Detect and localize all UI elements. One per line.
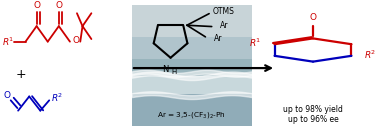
Text: O: O xyxy=(33,1,40,10)
Text: OTMS: OTMS xyxy=(213,6,235,16)
Bar xyxy=(132,76,252,94)
Text: O: O xyxy=(310,13,316,22)
Text: $R^1$: $R^1$ xyxy=(2,35,14,48)
Text: $R^2$: $R^2$ xyxy=(364,48,377,61)
Text: Ar: Ar xyxy=(214,34,222,43)
Bar xyxy=(132,5,252,37)
Bar xyxy=(132,59,252,76)
Text: $R^1$: $R^1$ xyxy=(249,37,262,49)
Text: Ar: Ar xyxy=(220,21,229,30)
Text: $R^2$: $R^2$ xyxy=(51,92,64,104)
Text: H: H xyxy=(172,69,177,75)
Text: O: O xyxy=(72,37,79,45)
Bar xyxy=(132,94,252,126)
Text: N: N xyxy=(162,65,168,74)
Text: O: O xyxy=(3,91,11,100)
Text: up to 98% yield
up to 96% ee: up to 98% yield up to 96% ee xyxy=(283,105,343,124)
Text: Ar = 3,5-(CF$_3$)$_2$-Ph: Ar = 3,5-(CF$_3$)$_2$-Ph xyxy=(158,110,226,120)
Bar xyxy=(132,37,252,59)
Text: +: + xyxy=(15,68,26,81)
Text: O: O xyxy=(55,1,62,10)
